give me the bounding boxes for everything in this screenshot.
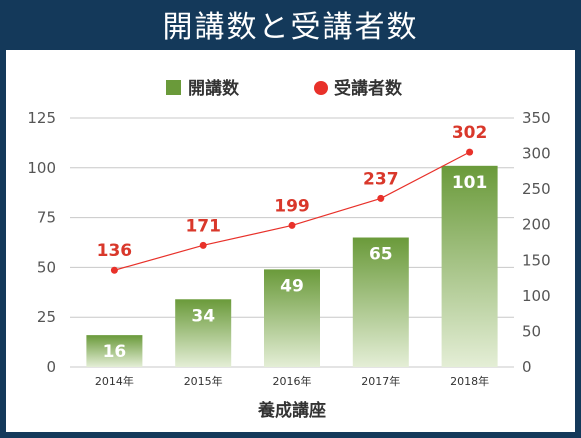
y-right-tick-label: 100: [522, 287, 551, 305]
line-value-label: 237: [363, 169, 399, 189]
line-value-label: 302: [452, 123, 488, 143]
legend-bar-swatch: [166, 80, 181, 95]
y-left-tick-label: 100: [27, 159, 56, 177]
bar-value-label: 65: [369, 245, 393, 265]
line-series: 136 171 199 237 302: [97, 123, 488, 274]
line-point: [110, 266, 118, 274]
line-point: [199, 241, 207, 249]
bar: [441, 165, 498, 367]
bar-value-label: 101: [452, 173, 488, 193]
legend-line-label: 受講者数: [334, 78, 403, 99]
line-value-label: 171: [185, 216, 221, 236]
y-right-tick-label: 300: [522, 145, 551, 163]
chart-svg: 開講数 受講者数 16 34 49 65 101 136 171 199 237 302 0 25 5…: [27, 78, 550, 421]
x-tick-label: 2017年: [361, 374, 400, 388]
y-right-tick-label: 50: [522, 322, 541, 340]
bar-series: 16 34 49 65 101: [86, 165, 498, 367]
line-value-label: 136: [97, 241, 133, 261]
y-right-tick-label: 150: [522, 251, 551, 269]
x-tick-label: 2015年: [184, 374, 223, 388]
chart-title: 開講数と受講者数: [162, 9, 419, 45]
y-right-tick-label: 350: [522, 109, 551, 127]
bar-value-label: 16: [103, 342, 127, 362]
legend: 開講数 受講者数: [166, 78, 403, 99]
bar: [264, 269, 320, 367]
bar: [352, 237, 409, 367]
y-right-tick-label: 0: [522, 358, 532, 376]
y-right-tick-label: 200: [522, 216, 551, 234]
y-left-tick-label: 75: [37, 209, 56, 227]
chart-panel: 開講数 受講者数 16 34 49 65 101 136 171 199 237 302 0 25 5…: [6, 50, 575, 432]
y-left-tick-label: 25: [37, 308, 56, 326]
bar: [175, 299, 232, 367]
y-right-tick-label: 250: [522, 180, 551, 198]
y-left-tick-label: 0: [46, 358, 56, 376]
bar-value-label: 49: [280, 276, 304, 296]
x-tick-label: 2014年: [95, 374, 134, 388]
grid: [70, 117, 514, 368]
bar: [86, 335, 143, 367]
axes: 0 25 50 75 100 125 0 50 100 150 200 250 300 350 2014年 2…: [27, 109, 550, 421]
bar-value-label: 34: [191, 306, 215, 326]
y-left-tick-label: 50: [37, 258, 56, 276]
title-bar: 開講数と受講者数: [0, 0, 581, 47]
line-point: [377, 194, 385, 202]
legend-bar-label: 開講数: [188, 78, 240, 99]
x-tick-label: 2018年: [450, 374, 489, 388]
legend-line-swatch: [314, 81, 328, 95]
line-point: [288, 221, 296, 229]
line-value-label: 199: [274, 196, 310, 216]
x-tick-label: 2016年: [273, 374, 312, 388]
x-axis-title: 養成講座: [257, 400, 326, 421]
y-left-tick-label: 125: [27, 109, 56, 127]
line-point: [466, 148, 474, 156]
